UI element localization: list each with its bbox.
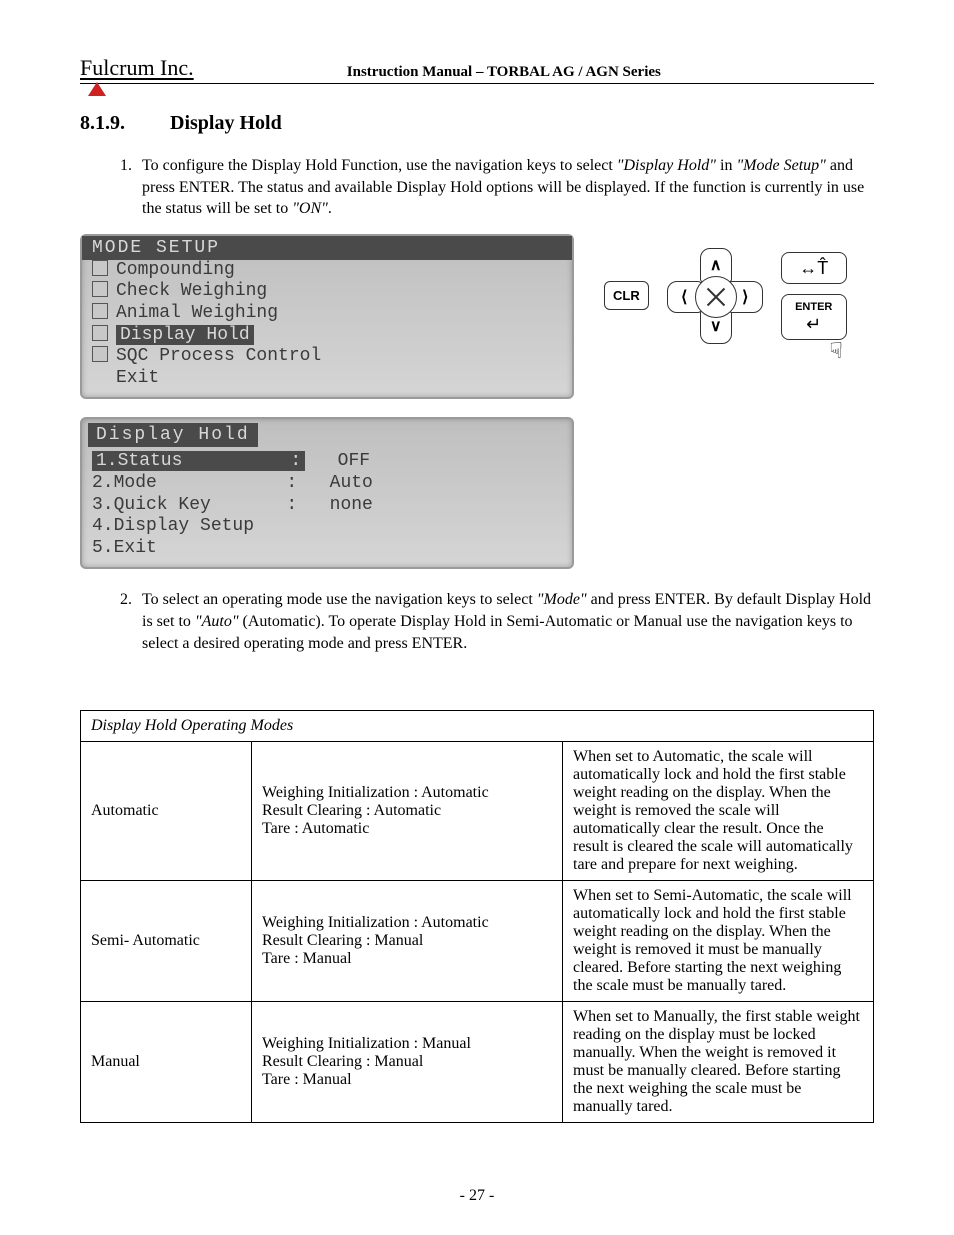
- checkbox-icon: [92, 325, 108, 341]
- lcd-mode-setup: MODE SETUP CompoundingCheck WeighingAnim…: [80, 234, 574, 400]
- tare-button[interactable]: ↔T̂: [781, 252, 847, 284]
- page-number: - 27 -: [0, 1187, 954, 1205]
- checkbox-icon: [92, 260, 108, 276]
- text: .: [328, 200, 332, 217]
- lcd-column: MODE SETUP CompoundingCheck WeighingAnim…: [80, 234, 574, 570]
- navigation-dpad[interactable]: ∧ ∨ ⟨ ⟩: [667, 248, 763, 344]
- checkbox-icon: [92, 281, 108, 297]
- section-number: 8.1.9.: [80, 112, 170, 135]
- text: To configure the Display Hold Function, …: [142, 157, 617, 174]
- mode-name-cell: Automatic: [81, 742, 252, 881]
- enter-icon: ↵: [786, 315, 842, 333]
- lcd-menu-label: Compounding: [116, 260, 235, 280]
- lcd-menu-item: Animal Weighing: [82, 303, 572, 325]
- lcd-option-row: 5.Exit: [82, 538, 572, 560]
- lcd-menu-item: Exit: [82, 368, 572, 390]
- mode-params-cell: Weighing Initialization : AutomaticResul…: [252, 881, 563, 1002]
- lcd-option-row: 4.Display Setup: [82, 516, 572, 538]
- checkbox-icon: [92, 346, 108, 362]
- table-caption: Display Hold Operating Modes: [81, 711, 874, 742]
- lcd-option-row: 1.Status : OFF: [82, 451, 572, 473]
- mode-params-cell: Weighing Initialization : ManualResult C…: [252, 1002, 563, 1123]
- quoted-term: "ON": [292, 200, 328, 217]
- text: in: [716, 157, 736, 174]
- mode-params-cell: Weighing Initialization : AutomaticResul…: [252, 742, 563, 881]
- lcd-menu-label: Exit: [116, 368, 159, 388]
- checkbox-icon: [92, 303, 108, 319]
- table-row: AutomaticWeighing Initialization : Autom…: [81, 742, 874, 881]
- tare-icon: ↔T̂: [786, 259, 842, 277]
- page-header: Fulcrum Inc. Instruction Manual – TORBAL…: [80, 55, 874, 84]
- figure-row: MODE SETUP CompoundingCheck WeighingAnim…: [80, 234, 874, 570]
- quoted-term: "Display Hold": [617, 157, 716, 174]
- text: To select an operating mode use the navi…: [142, 591, 537, 608]
- lcd-menu-label: SQC Process Control: [116, 346, 321, 366]
- instruction-step-1: To configure the Display Hold Function, …: [136, 155, 874, 220]
- quoted-term: "Mode": [537, 591, 587, 608]
- section-heading: 8.1.9.Display Hold: [80, 112, 874, 135]
- dpad-center-icon: [695, 276, 737, 318]
- instruction-list-2: To select an operating mode use the navi…: [80, 589, 874, 654]
- lcd-menu-label: Check Weighing: [116, 281, 267, 301]
- quoted-term: "Auto": [195, 613, 239, 630]
- table-row: Semi- AutomaticWeighing Initialization :…: [81, 881, 874, 1002]
- enter-button[interactable]: ENTER ↵: [781, 294, 847, 340]
- instruction-list: To configure the Display Hold Function, …: [80, 155, 874, 220]
- lcd-menu-item: Display Hold: [82, 325, 572, 347]
- quoted-term: "Mode Setup": [736, 157, 825, 174]
- mode-name-cell: Manual: [81, 1002, 252, 1123]
- lcd-title: Display Hold: [88, 423, 258, 447]
- lcd-option-row: 2.Mode : Auto: [82, 473, 572, 495]
- lcd-option-row: 3.Quick Key : none: [82, 495, 572, 517]
- mode-description-cell: When set to Semi-Automatic, the scale wi…: [563, 881, 874, 1002]
- lcd-title: MODE SETUP: [82, 236, 572, 260]
- operating-modes-table: Display Hold Operating Modes AutomaticWe…: [80, 710, 874, 1123]
- section-name: Display Hold: [170, 112, 282, 134]
- manual-page: Fulcrum Inc. Instruction Manual – TORBAL…: [0, 0, 954, 1235]
- text: (Automatic). To operate Display Hold in …: [142, 613, 853, 652]
- lcd-menu-label: Animal Weighing: [116, 303, 278, 323]
- mode-description-cell: When set to Manually, the first stable w…: [563, 1002, 874, 1123]
- lcd-menu-item: Compounding: [82, 260, 572, 282]
- lcd-display-hold: Display Hold 1.Status : OFF2.Mode : Auto…: [80, 417, 574, 569]
- table-row: ManualWeighing Initialization : ManualRe…: [81, 1002, 874, 1123]
- mode-name-cell: Semi- Automatic: [81, 881, 252, 1002]
- manual-title: Instruction Manual – TORBAL AG / AGN Ser…: [134, 64, 874, 81]
- enter-label: ENTER: [786, 301, 842, 313]
- instruction-step-2: To select an operating mode use the navi…: [136, 589, 874, 654]
- keypad-figure: CLR ∧ ∨ ⟨ ⟩ ↔T̂ ENTER ↵: [604, 234, 847, 364]
- mode-description-cell: When set to Automatic, the scale will au…: [563, 742, 874, 881]
- bookmark-arrow-icon: [88, 82, 106, 96]
- lcd-menu-label: Display Hold: [116, 325, 254, 345]
- lcd-menu-item: SQC Process Control: [82, 346, 572, 368]
- clr-button[interactable]: CLR: [604, 281, 649, 310]
- lcd-menu-item: Check Weighing: [82, 281, 572, 303]
